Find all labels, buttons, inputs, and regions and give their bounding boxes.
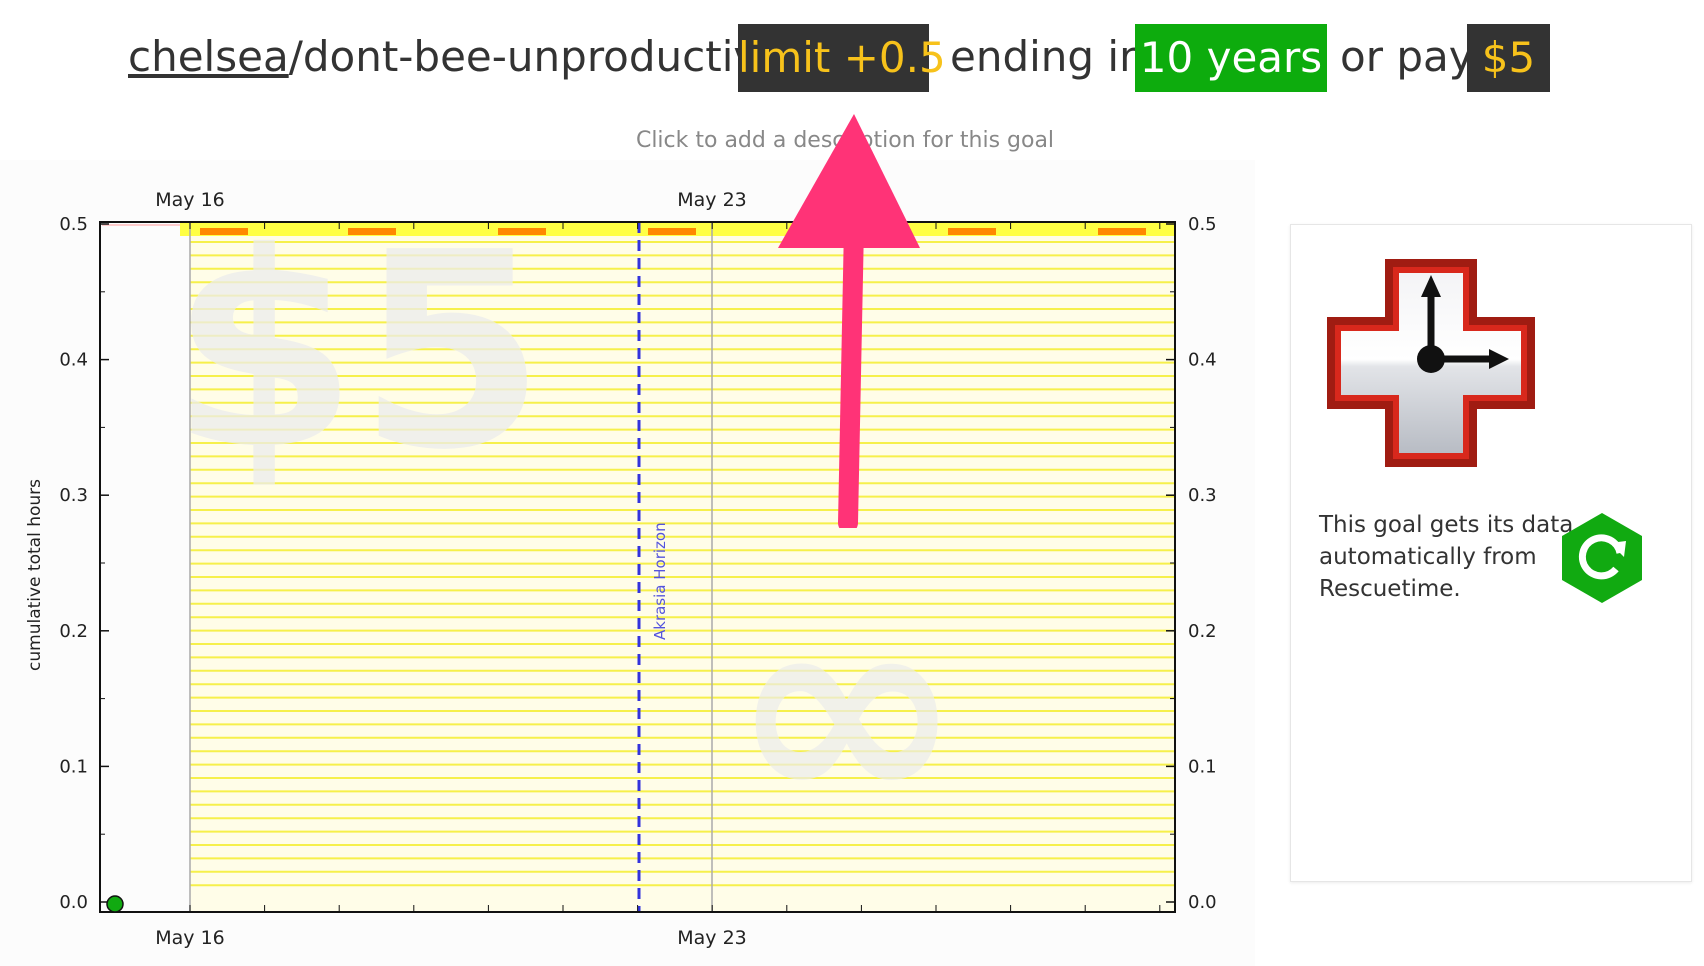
or-pay-text: or pay [1340, 32, 1474, 81]
refresh-hexagon-icon[interactable] [1558, 511, 1646, 603]
x-tick-labels: May 16 May 16 May 23 May 23 [155, 189, 747, 949]
time-watermark: ∞ [730, 546, 963, 872]
axis-ticks [100, 222, 1175, 912]
y-tick-label-left: 0.0 [59, 892, 88, 913]
goal-slug: /dont-bee-unproductive: [288, 32, 799, 81]
goal-graph: $5 ∞ Akrasia Horizon 0.0 0.0 0.1 0.1 0.2 0.2 0… [0, 160, 1255, 966]
limit-badge[interactable]: limit +0.5 [738, 24, 946, 92]
y-tick-label-right: 0.1 [1188, 756, 1217, 777]
bright-red-line-dash [1098, 228, 1146, 235]
goal-header: chelsea/dont-bee-unproductive: limit +0.… [0, 0, 1704, 118]
y-tick-label-left: 0.4 [59, 350, 88, 371]
y-tick-label-left: 0.3 [59, 485, 88, 506]
y-tick-label-left: 0.2 [59, 621, 88, 642]
datapoint [106, 895, 124, 913]
bright-red-line-dash [948, 228, 996, 235]
y-tick-label-right: 0.5 [1188, 214, 1217, 235]
bright-red-line-dash [348, 228, 396, 235]
data-source-card: This goal gets its data automatically fr… [1290, 224, 1692, 882]
x-tick-label-top: May 23 [677, 189, 747, 211]
y-tick-label-right: 0.2 [1188, 621, 1217, 642]
y-tick-label-right: 0.4 [1188, 350, 1217, 371]
road-band [190, 222, 1175, 912]
datapoints [106, 895, 124, 913]
akrasia-horizon-label: Akrasia Horizon [651, 522, 669, 640]
y-tick-label-left: 0.1 [59, 756, 88, 777]
y-tick-label-right: 0.3 [1188, 485, 1217, 506]
y-tick-labels: 0.0 0.0 0.1 0.1 0.2 0.2 0.3 0.3 0.4 0.4 0.5 0.5 [59, 214, 1216, 913]
x-tick-label-top: May 16 [155, 189, 225, 211]
x-tick-label-bottom: May 16 [155, 927, 225, 949]
graph-grid [189, 222, 713, 912]
y-tick-label-right: 0.0 [1188, 892, 1217, 913]
ending-text: ending in [950, 32, 1146, 81]
bright-red-line-dash [498, 228, 546, 235]
y-tick-label-left: 0.5 [59, 214, 88, 235]
road-lanes [102, 222, 1175, 912]
goal-description-placeholder[interactable]: Click to add a description for this goal [635, 128, 1055, 153]
username-link[interactable]: chelsea [128, 32, 289, 81]
data-source-text: This goal gets its data automatically fr… [1319, 512, 1574, 602]
x-tick-label-bottom: May 23 [677, 927, 747, 949]
duration-badge[interactable]: 10 years [1135, 24, 1327, 92]
graph-svg: $5 ∞ Akrasia Horizon 0.0 0.00.1 0.10.2 0.20… [25, 189, 1217, 949]
bright-red-line-dash [200, 228, 248, 235]
pledge-watermark: $5 [170, 194, 546, 509]
goal-title: chelsea/dont-bee-unproductive: [128, 22, 798, 92]
rescuetime-clock-cross-icon [1327, 259, 1535, 467]
bright-red-line-dash [648, 228, 696, 235]
pledge-badge[interactable]: $5 [1467, 24, 1550, 92]
y-axis-label: cumulative total hours [25, 479, 45, 671]
